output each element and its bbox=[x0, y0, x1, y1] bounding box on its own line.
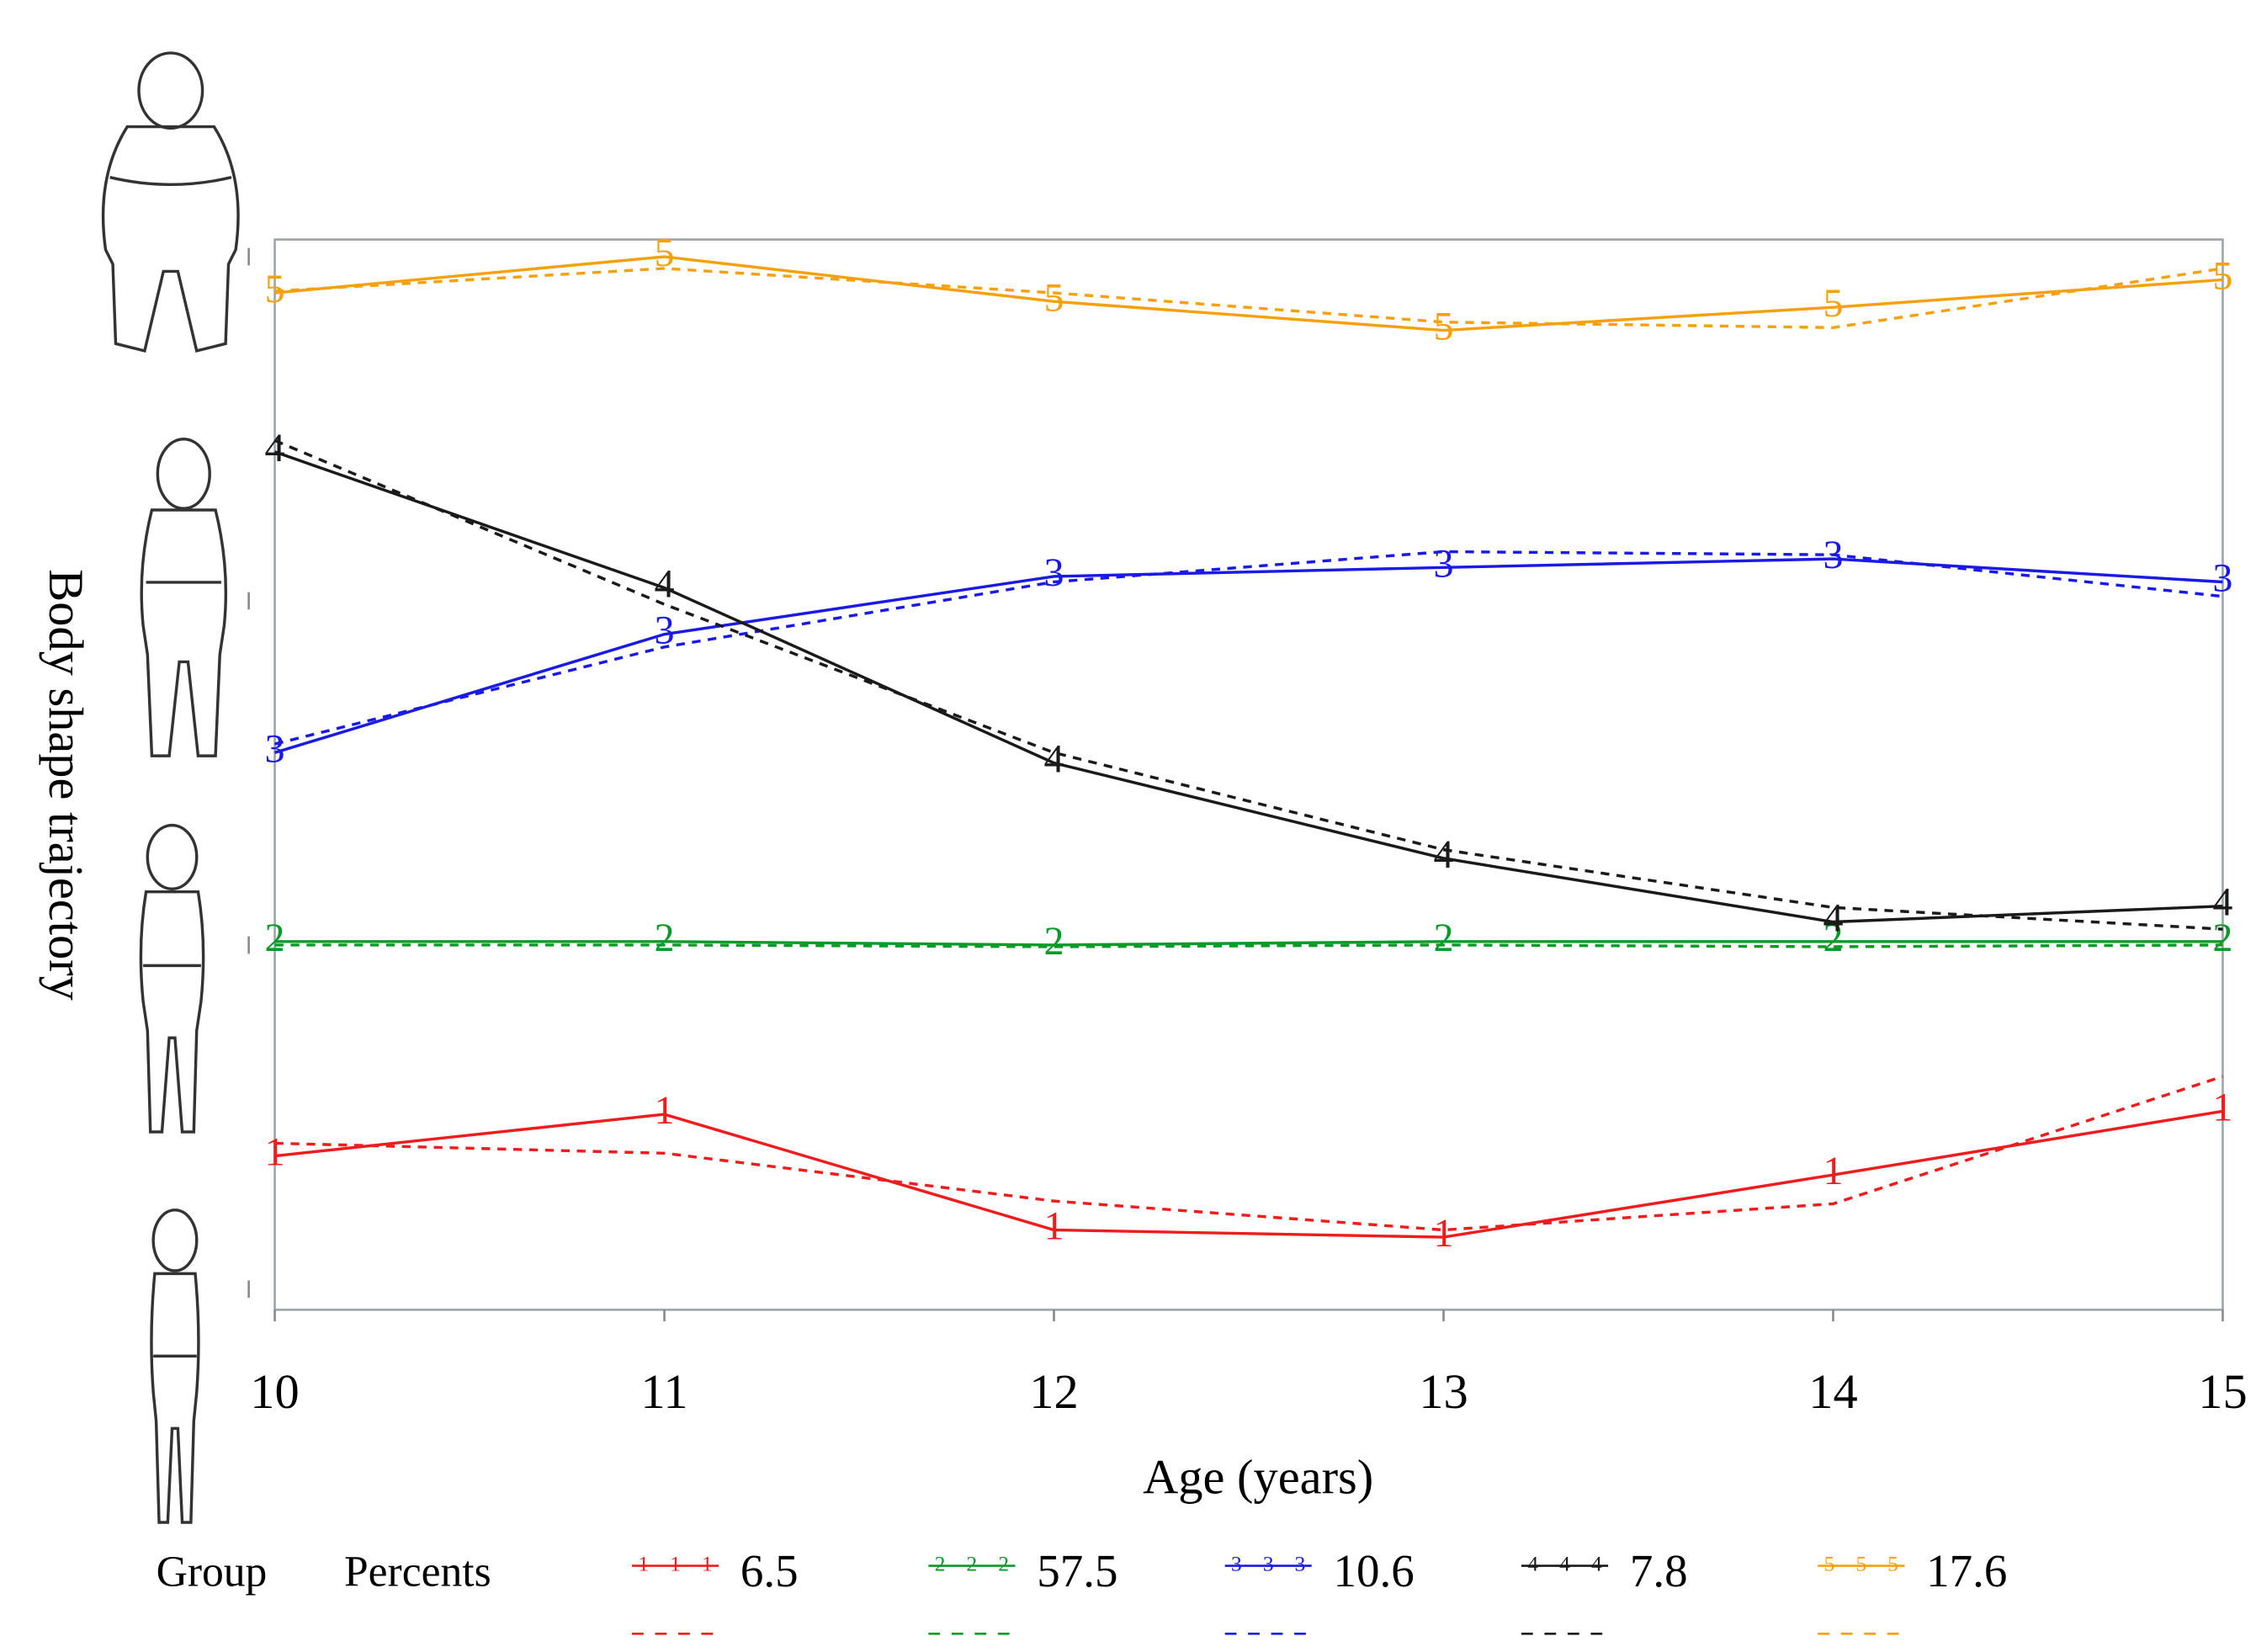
x-axis-label: Age (years) bbox=[1143, 1449, 1373, 1504]
legend-marker: 2 bbox=[935, 1551, 946, 1575]
legend-marker: 5 bbox=[1887, 1551, 1898, 1575]
point-marker: 3 bbox=[1433, 541, 1453, 586]
legend-marker: 1 bbox=[670, 1551, 681, 1575]
point-marker: 1 bbox=[2212, 1085, 2232, 1129]
legend-marker: 4 bbox=[1527, 1551, 1538, 1575]
point-marker: 2 bbox=[1433, 916, 1453, 960]
legend-title: Percents bbox=[344, 1548, 491, 1596]
point-marker: 4 bbox=[654, 561, 674, 606]
fitted-line bbox=[274, 943, 2223, 948]
point-marker: 1 bbox=[1823, 1149, 1843, 1193]
legend-marker: 1 bbox=[638, 1551, 649, 1575]
body-figures bbox=[101, 51, 240, 1524]
legend-title: Group bbox=[157, 1548, 268, 1596]
point-marker: 2 bbox=[1043, 919, 1064, 964]
point-marker: 2 bbox=[2212, 916, 2232, 960]
legend-marker: 3 bbox=[1263, 1551, 1274, 1575]
point-marker: 5 bbox=[1823, 281, 1843, 326]
legend-marker: 2 bbox=[998, 1551, 1009, 1575]
x-tick-label: 11 bbox=[640, 1364, 687, 1419]
line bbox=[274, 940, 2223, 947]
figure-thin bbox=[150, 1208, 200, 1524]
plot-frame bbox=[273, 238, 2224, 1311]
legend-label: 17.6 bbox=[1926, 1545, 2007, 1596]
legend-marker: 4 bbox=[1559, 1551, 1570, 1575]
legend-label: 10.6 bbox=[1334, 1545, 1415, 1596]
legend-marker: 5 bbox=[1824, 1551, 1835, 1575]
legend-marker: 2 bbox=[966, 1551, 977, 1575]
point-marker: 1 bbox=[654, 1088, 674, 1133]
point-marker: 4 bbox=[1823, 896, 1843, 941]
point-marker: 4 bbox=[1043, 737, 1064, 782]
point-marker: 5 bbox=[2212, 254, 2232, 299]
fitted-line bbox=[274, 267, 2223, 330]
x-tick-label: 13 bbox=[1419, 1364, 1468, 1419]
point-marker: 4 bbox=[265, 426, 285, 470]
point-marker: 3 bbox=[265, 726, 285, 771]
line bbox=[273, 450, 2223, 924]
legend-marker: 1 bbox=[702, 1551, 713, 1575]
figure-obese bbox=[101, 51, 240, 353]
legend-marker: 3 bbox=[1231, 1551, 1242, 1575]
legend-label: 7.8 bbox=[1630, 1545, 1688, 1596]
point-marker: 3 bbox=[654, 608, 674, 653]
x-tick-label: 14 bbox=[1808, 1364, 1857, 1419]
fitted-line bbox=[274, 1075, 2224, 1232]
point-marker: 1 bbox=[1433, 1211, 1453, 1256]
point-marker: 5 bbox=[654, 231, 674, 275]
line bbox=[274, 1109, 2223, 1239]
legend-label: 6.5 bbox=[740, 1545, 799, 1596]
point-marker: 1 bbox=[265, 1130, 285, 1175]
x-tick-label: 12 bbox=[1029, 1364, 1078, 1419]
point-marker: 4 bbox=[1433, 832, 1453, 877]
legend-label: 57.5 bbox=[1037, 1545, 1117, 1596]
figure-normal bbox=[139, 823, 205, 1134]
point-marker: 5 bbox=[1043, 275, 1064, 320]
figure-overweight bbox=[140, 438, 228, 757]
point-marker: 2 bbox=[654, 916, 674, 960]
x-tick-label: 10 bbox=[250, 1364, 299, 1419]
point-marker: 5 bbox=[265, 267, 285, 311]
line bbox=[274, 557, 2223, 754]
point-marker: 1 bbox=[1043, 1204, 1064, 1249]
point-marker: 3 bbox=[2212, 556, 2232, 601]
point-marker: 4 bbox=[2212, 880, 2232, 925]
x-tick-label: 15 bbox=[2198, 1364, 2247, 1419]
fitted-line bbox=[273, 438, 2223, 931]
legend-marker: 5 bbox=[1855, 1551, 1866, 1575]
y-axis-label: Body shape trajectory bbox=[39, 569, 93, 1001]
fitted-line bbox=[274, 550, 2223, 746]
legend-marker: 4 bbox=[1591, 1551, 1602, 1575]
point-marker: 5 bbox=[1433, 305, 1453, 349]
line bbox=[274, 255, 2223, 332]
point-marker: 3 bbox=[1043, 550, 1064, 595]
point-marker: 2 bbox=[265, 916, 285, 960]
point-marker: 3 bbox=[1823, 533, 1843, 577]
legend-marker: 3 bbox=[1295, 1551, 1306, 1575]
